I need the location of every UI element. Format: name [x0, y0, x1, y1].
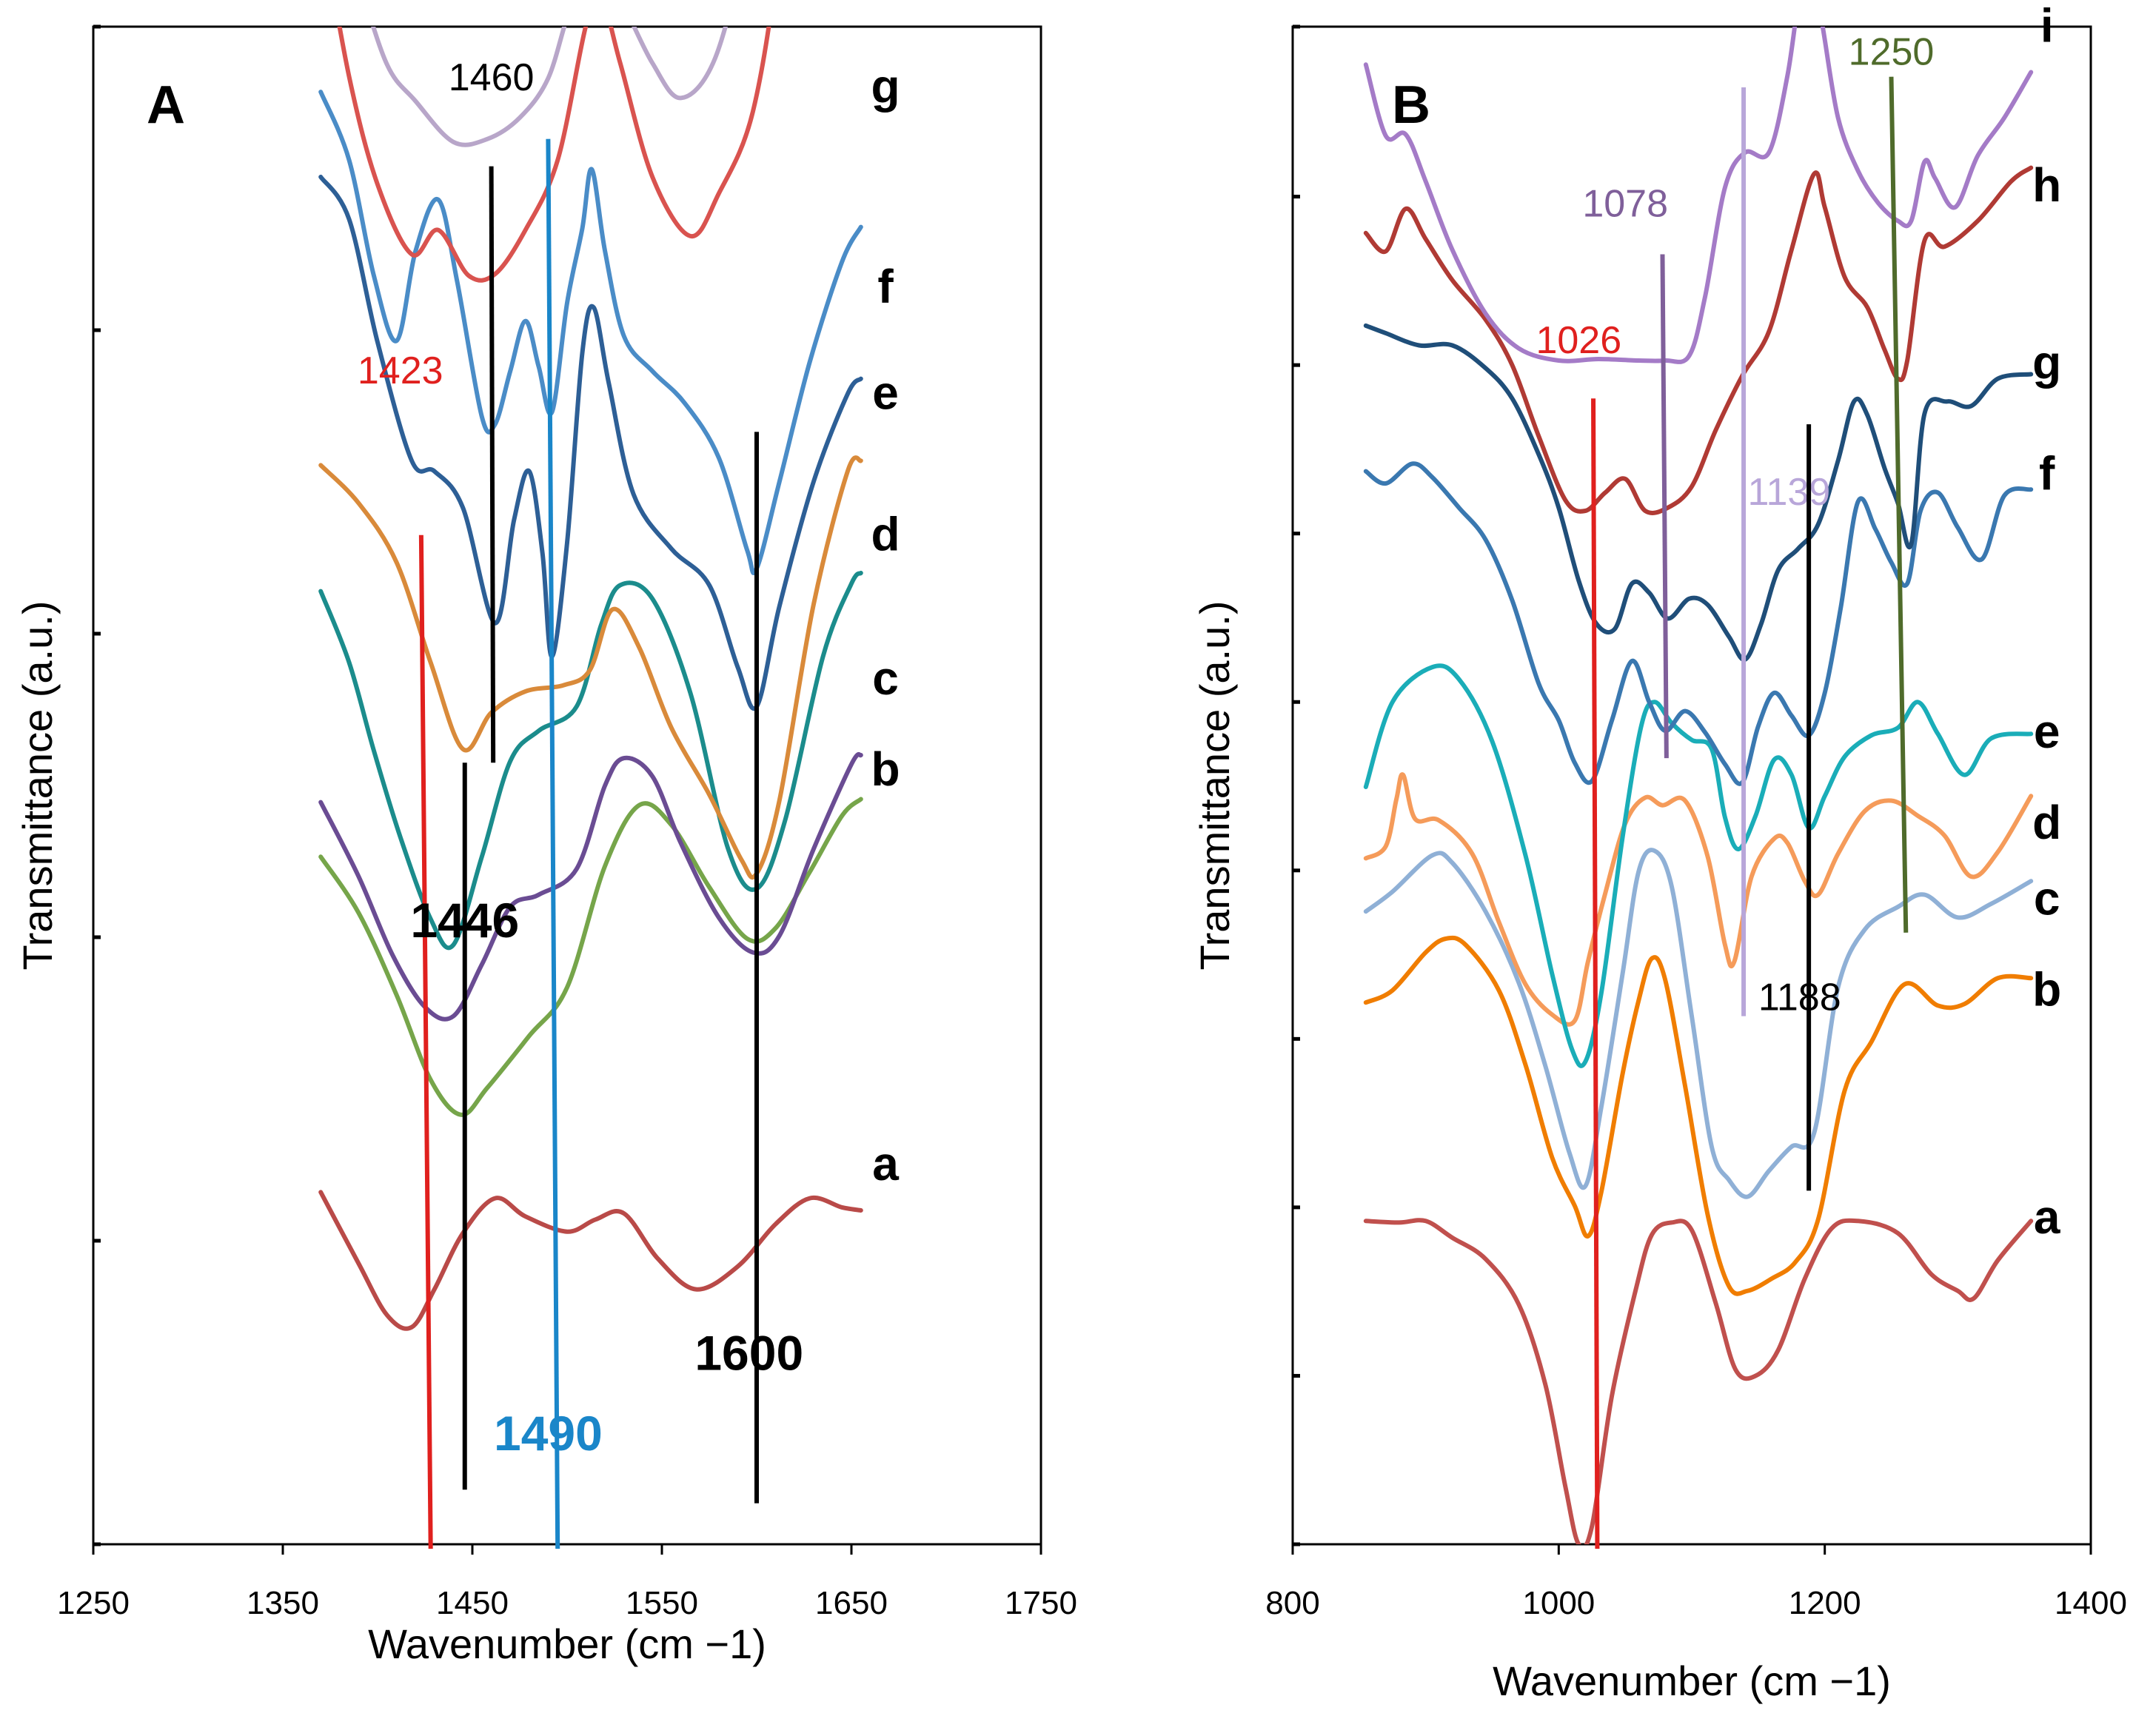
x-tick-label: 1650 [815, 1585, 888, 1621]
curve-label-f: f [2039, 446, 2055, 500]
annotation-line-1078 [1660, 254, 1669, 759]
series-line-a [1363, 1218, 2034, 1544]
annotation-label-1078: 1078 [1582, 182, 1668, 225]
panel-a-frame [92, 25, 1042, 1546]
curve-label-c: c [2034, 871, 2060, 925]
annotation-label-1026: 1026 [1536, 319, 1621, 362]
series-line-f [318, 175, 863, 711]
series-line-h [1363, 165, 2034, 515]
series-line-i [371, 27, 729, 147]
x-tick-label: 1550 [626, 1585, 698, 1621]
series-line-b [1363, 935, 2034, 1296]
series-line-b [318, 797, 863, 1117]
annotation-label-1250: 1250 [1849, 30, 1935, 73]
x-tick-label: 1000 [1522, 1585, 1595, 1621]
curve-label-a: a [872, 1137, 899, 1190]
panel-b-annotations: 1026 1078 1139 1188 1250 [1536, 30, 1934, 1549]
curve-label-a: a [2034, 1190, 2060, 1244]
annotation-label-1446: 1446 [410, 893, 519, 948]
panel-a-curves [318, 27, 863, 1331]
annotation-line-1460 [489, 166, 496, 763]
panel-b-curves [1363, 27, 2034, 1544]
panel-a: A 1250 1350 1450 1550 1650 1750 1423146014461… [14, 24, 1077, 1667]
x-tick-label: 1400 [2055, 1585, 2127, 1621]
curve-label-d: d [871, 507, 900, 560]
series-line-c [318, 751, 863, 1022]
curve-label-g: g [2032, 336, 2061, 389]
series-line-d [1363, 772, 2034, 1027]
panel-b-y-axis-title: Transmittance (a.u.) [1191, 601, 1238, 971]
panel-b-x-axis-title: Wavenumber (cm −1) [1493, 1658, 1891, 1704]
x-tick-label: 1450 [436, 1585, 509, 1621]
curve-label-i: i [2040, 0, 2054, 53]
x-tick-label: 1750 [1005, 1585, 1077, 1621]
series-line-h [337, 27, 771, 283]
curve-label-e: e [872, 366, 899, 420]
annotation-label-1188: 1188 [1758, 976, 1841, 1019]
panel-a-axes: 1250 1350 1450 1550 1650 1750 [57, 24, 1077, 1621]
panel-a-y-axis-title: Transmittance (a.u.) [14, 601, 61, 971]
curve-label-b: b [2032, 962, 2061, 1016]
curve-label-h: h [2032, 158, 2061, 212]
annotation-label-1460: 1460 [449, 56, 535, 99]
annotation-label-1139: 1139 [1747, 471, 1830, 514]
curve-label-c: c [872, 651, 899, 705]
curve-label-e: e [2034, 705, 2060, 758]
panel-a-x-axis-title: Wavenumber (cm −1) [368, 1621, 766, 1667]
curve-label-b: b [871, 743, 900, 796]
curve-label-d: d [2032, 796, 2061, 849]
panel-a-annotations: 1423 1460 1446 1490 1600 [358, 56, 803, 1549]
x-tick-label: 800 [1265, 1585, 1319, 1621]
x-tick-label: 1250 [57, 1585, 130, 1621]
annotation-label-1490: 1490 [494, 1406, 603, 1461]
annotation-line-1250 [1889, 76, 1909, 933]
curve-label-f: f [877, 260, 894, 313]
annotation-label-1600: 1600 [694, 1325, 803, 1380]
series-line-g [318, 90, 863, 575]
series-line-a [318, 1190, 863, 1331]
series-line-e [1363, 663, 2034, 1068]
panel-b: B 800 1000 1200 1400 1026 1078 1139 1188 1250 a… [1191, 0, 2127, 1704]
panel-b-axes: 800 1000 1200 1400 [1265, 24, 2127, 1621]
series-line-f [1363, 461, 2034, 786]
annotation-label-1423: 1423 [358, 349, 443, 392]
series-line-g [1363, 323, 2034, 662]
x-tick-label: 1350 [247, 1585, 319, 1621]
curve-label-g: g [871, 60, 900, 113]
panel-b-letter: B [1392, 76, 1430, 135]
annotation-line-1026 [1591, 398, 1600, 1549]
x-tick-label: 1200 [1789, 1585, 1861, 1621]
series-line-c [1363, 848, 2034, 1199]
panel-a-letter: A [147, 76, 185, 135]
annotation-line-1423 [418, 534, 433, 1549]
panel-b-frame [1291, 25, 2092, 1546]
series-line-i [1363, 27, 2034, 364]
series-line-e [318, 455, 863, 880]
annotation-line-1490 [546, 138, 560, 1549]
series-line-d [318, 571, 863, 951]
